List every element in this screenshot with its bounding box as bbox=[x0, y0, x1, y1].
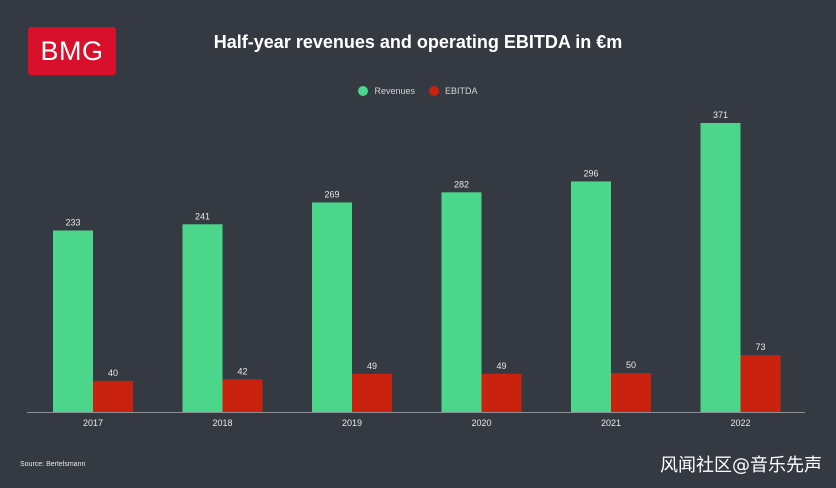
data-label-ebitda-2018: 42 bbox=[237, 366, 247, 376]
chart-title: Half-year revenues and operating EBITDA … bbox=[0, 32, 836, 53]
x-tick-2018: 2018 bbox=[212, 418, 232, 428]
source-note: Source: Bertelsmann bbox=[20, 461, 86, 468]
bar-revenues-2021 bbox=[571, 181, 611, 412]
bar-ebitda-2021 bbox=[611, 373, 651, 412]
data-label-revenues-2022: 371 bbox=[713, 110, 728, 120]
data-label-revenues-2020: 282 bbox=[454, 179, 469, 189]
data-label-ebitda-2022: 73 bbox=[755, 342, 765, 352]
data-label-ebitda-2019: 49 bbox=[367, 361, 377, 371]
x-tick-2022: 2022 bbox=[730, 418, 750, 428]
x-tick-2017: 2017 bbox=[83, 418, 103, 428]
data-label-revenues-2021: 296 bbox=[583, 168, 598, 178]
bar-ebitda-2017 bbox=[93, 380, 133, 412]
legend-dot-ebitda bbox=[429, 86, 439, 96]
logo-text: BMG bbox=[40, 35, 104, 66]
watermark: 风闻社区@音乐先声 bbox=[660, 455, 822, 476]
legend-dot-revenues bbox=[358, 86, 369, 96]
chart-title-text: Half-year revenues and operating EBITDA … bbox=[213, 32, 623, 52]
data-label-ebitda-2017: 40 bbox=[108, 368, 118, 378]
bmg-logo: BMG bbox=[28, 27, 116, 75]
x-tick-2020: 2020 bbox=[471, 418, 491, 428]
data-label-ebitda-2020: 49 bbox=[496, 361, 506, 371]
x-tick-2021: 2021 bbox=[601, 418, 621, 428]
data-label-revenues-2018: 241 bbox=[195, 211, 210, 221]
legend-label-ebitda: EBITDA bbox=[445, 86, 478, 96]
chart-legend: Revenues EBITDA bbox=[0, 86, 836, 96]
x-tick-2019: 2019 bbox=[342, 418, 362, 428]
bar-ebitda-2022 bbox=[740, 355, 781, 412]
bar-revenues-2020 bbox=[441, 192, 482, 412]
bar-ebitda-2020 bbox=[481, 373, 522, 412]
bar-ebitda-2018 bbox=[222, 379, 263, 412]
bar-revenues-2018 bbox=[182, 224, 223, 412]
data-label-revenues-2017: 233 bbox=[65, 217, 80, 227]
legend-item-revenues: Revenues bbox=[358, 86, 415, 96]
legend-label-revenues: Revenues bbox=[374, 86, 415, 96]
bar-revenues-2017 bbox=[53, 230, 93, 412]
bar-ebitda-2019 bbox=[352, 373, 392, 412]
data-label-revenues-2019: 269 bbox=[324, 189, 339, 199]
data-label-ebitda-2021: 50 bbox=[626, 360, 636, 370]
legend-item-ebitda: EBITDA bbox=[429, 86, 478, 96]
bar-revenues-2019 bbox=[312, 202, 352, 412]
bar-revenues-2022 bbox=[700, 123, 741, 412]
